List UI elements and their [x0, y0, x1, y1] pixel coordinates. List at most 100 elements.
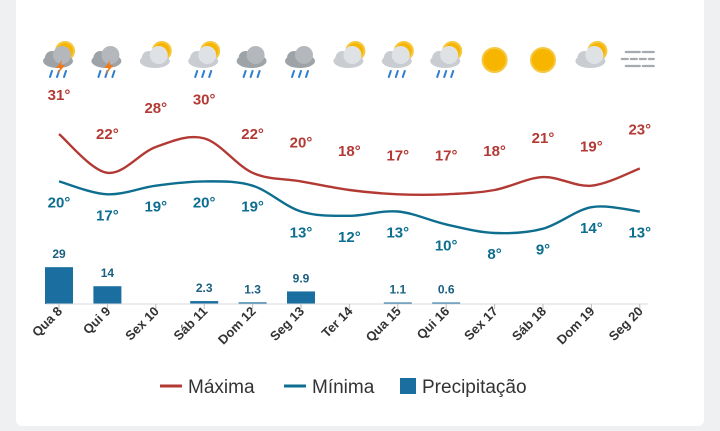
cloud-shape: [391, 46, 410, 64]
x-tick-label: Sáb 18: [509, 304, 549, 344]
precipitation-label: 29: [52, 247, 66, 261]
max-temperature-label: 23°: [628, 122, 651, 139]
legend-swatch: [400, 378, 416, 394]
rain-drop: [394, 70, 399, 78]
precipitation-label: 0.6: [438, 283, 455, 297]
forecast-chart: 31° 22° 28° 30° 22° 20° 18° 17° 17° 18° 21° 19° 23° 2…: [29, 41, 655, 398]
min-temperature-label: 20°: [193, 194, 216, 211]
rain-drop: [111, 70, 116, 78]
precipitation-label: 1.1: [389, 283, 406, 297]
sun-cloud-icon: [139, 41, 172, 68]
x-tick-label: Qua 8: [29, 304, 65, 340]
rain-drop: [242, 70, 247, 78]
sun-cloud-thunder-rain-icon: [43, 41, 75, 78]
precipitation-bar: [383, 302, 412, 304]
sun-cloud-rain-icon: [188, 41, 221, 78]
cloud-rain-icon: [236, 46, 267, 78]
precipitation-label: 2.3: [196, 281, 213, 295]
max-temperature-label: 22°: [241, 126, 264, 143]
precipitation-bar: [238, 302, 267, 304]
max-temperature-label: 18°: [483, 143, 506, 160]
min-temperature-label: 19°: [144, 199, 167, 216]
fog-icon: [620, 50, 655, 68]
cloud-shape: [440, 46, 459, 64]
rain-drop: [194, 70, 199, 78]
rain-drop: [450, 70, 455, 78]
rain-drop: [298, 70, 302, 78]
forecast-chart-card: 31° 22° 28° 30° 22° 20° 18° 17° 17° 18° 21° 19° 23° 2…: [16, 0, 704, 426]
precipitation-label: 9.9: [293, 271, 310, 285]
cloud-shape: [295, 46, 313, 64]
rain-drop: [436, 70, 441, 78]
cloud-shape: [198, 46, 217, 64]
legend-label: Precipitação: [422, 377, 527, 398]
sun-cloud-icon: [575, 41, 608, 68]
min-temperature-label: 14°: [580, 220, 603, 237]
precipitation-label: 1.3: [244, 282, 261, 296]
x-tick-label: Ter 14: [319, 303, 357, 341]
sun-icon: [530, 47, 556, 73]
x-tick-label: Seg 20: [606, 304, 646, 344]
rain-drop: [387, 70, 392, 78]
legend-label: Máxima: [188, 377, 255, 398]
sun-icon: [481, 47, 508, 73]
sun-cloud-rain-icon: [430, 41, 463, 78]
rain-drop: [97, 70, 102, 78]
cloud-shape: [585, 46, 604, 64]
min-temperature-label: 10°: [435, 237, 458, 254]
sun-cloud-icon: [333, 41, 366, 68]
min-temperature-label: 20°: [48, 194, 71, 211]
cloud-shape: [53, 46, 71, 64]
sun-shape: [481, 47, 508, 73]
min-temperature-label: 13°: [628, 225, 651, 242]
max-temperature-label: 17°: [435, 147, 458, 164]
x-tick-label: Qui 16: [414, 304, 453, 343]
x-tick-label: Qui 9: [80, 304, 114, 338]
sun-shape: [530, 47, 556, 73]
min-temperature-label: 13°: [290, 225, 313, 242]
cloud-shape: [149, 46, 168, 64]
x-tick-label: Sáb 11: [171, 304, 211, 344]
rain-drop: [208, 70, 213, 78]
sun-cloud-rain-icon: [381, 41, 414, 78]
x-tick-label: Dom 19: [554, 304, 598, 348]
rain-drop: [49, 70, 53, 78]
lightning-bolt: [56, 60, 65, 75]
min-temperature-label: 8°: [487, 246, 501, 263]
max-temperature-label: 17°: [386, 147, 409, 164]
min-temperature-line: [58, 180, 640, 235]
max-temperature-label: 20°: [290, 134, 313, 151]
legend-label: Mínima: [312, 377, 375, 398]
rain-drop: [401, 70, 406, 78]
max-temperature-label: 18°: [338, 143, 361, 160]
rain-drop: [305, 70, 309, 78]
max-temperature-line: [58, 133, 641, 197]
x-tick-label: Sex 10: [122, 304, 162, 344]
rain-drop: [201, 70, 206, 78]
x-tick-label: Sex 17: [461, 304, 501, 344]
cloud-thunder-rain-icon: [91, 46, 122, 78]
precipitation-bar: [45, 267, 73, 304]
rain-drop: [249, 70, 254, 78]
precipitation-bar: [432, 302, 461, 304]
precipitation-label: 14: [101, 266, 115, 280]
lightning-bolt: [104, 60, 114, 75]
min-temperature-label: 19°: [241, 199, 264, 216]
rain-drop: [443, 70, 448, 78]
max-temperature-label: 19°: [580, 139, 603, 156]
precipitation-bar: [93, 286, 122, 304]
rain-drop: [291, 70, 295, 78]
max-temperature-label: 28°: [144, 100, 167, 117]
min-temperature-label: 12°: [338, 229, 361, 246]
min-temperature-label: 17°: [96, 207, 119, 224]
x-tick-label: Seg 13: [267, 304, 307, 344]
max-temperature-label: 22°: [96, 126, 119, 143]
x-tick-label: Dom 12: [215, 304, 259, 348]
cloud-shape: [343, 46, 362, 64]
x-tick-label: Qua 15: [363, 304, 404, 345]
min-temperature-label: 13°: [386, 225, 409, 242]
max-temperature-label: 21°: [532, 130, 555, 147]
rain-drop: [256, 70, 261, 78]
max-temperature-label: 30°: [193, 91, 216, 108]
max-temperature-label: 31°: [48, 87, 71, 104]
